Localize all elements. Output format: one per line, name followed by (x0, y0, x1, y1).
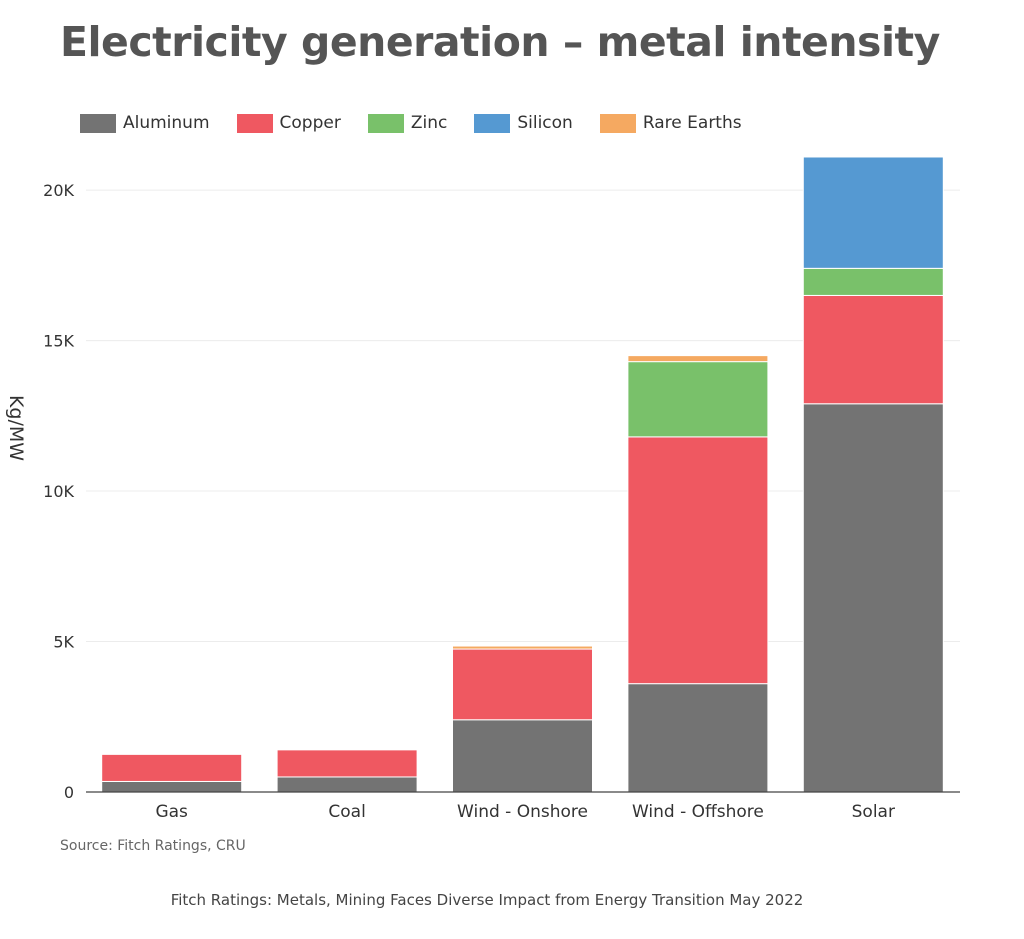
bar-segment (802, 403, 944, 793)
y-axis-title: Kg/MW (5, 395, 27, 461)
bar-segment (101, 753, 243, 782)
bar-segment (276, 749, 418, 778)
legend-label: Aluminum (123, 113, 210, 133)
footer-note: Fitch Ratings: Metals, Mining Faces Dive… (170, 891, 804, 909)
bar-segment (802, 267, 944, 296)
y-tick-label: 0 (64, 783, 74, 802)
legend-label: Copper (279, 113, 341, 133)
x-tick-label: Wind - Onshore (457, 802, 588, 822)
x-tick-label: Gas (155, 802, 188, 822)
legend-item: Zinc (367, 113, 448, 133)
legend-item: Rare Earths (599, 113, 742, 133)
bar-segment (802, 294, 944, 405)
bar-segment (276, 776, 418, 793)
y-tick-label: 5K (53, 633, 74, 652)
y-tick-label: 20K (43, 181, 74, 200)
x-tick-label: Solar (852, 802, 895, 822)
chart-title: Electricity generation – metal intensity (60, 18, 940, 66)
legend-label: Silicon (517, 113, 573, 133)
legend-swatch (80, 113, 116, 133)
bar-segment (627, 683, 769, 793)
y-tick-label: 10K (43, 482, 74, 501)
legend-swatch (367, 113, 404, 133)
legend-swatch (599, 113, 636, 133)
legend-swatch (236, 113, 273, 133)
legend: Aluminum Copper Zinc Silicon Rare Earths (80, 113, 769, 133)
legend-swatch (474, 113, 511, 133)
x-tick-label: Coal (328, 802, 365, 822)
x-tick-label: Wind - Offshore (632, 802, 764, 822)
bar-segment (452, 648, 593, 721)
bar-segment (452, 645, 593, 650)
legend-item: Aluminum (80, 113, 210, 133)
bar-segment (627, 355, 769, 363)
y-tick-label: 15K (43, 332, 74, 351)
source-note: Source: Fitch Ratings, CRU (60, 838, 246, 854)
bar-segment (627, 436, 769, 685)
legend-item: Silicon (474, 113, 573, 133)
legend-label: Rare Earths (642, 113, 742, 133)
legend-item: Copper (236, 113, 341, 133)
bar-segment (101, 780, 243, 793)
bar-segment (627, 361, 769, 438)
bar-segment (802, 156, 944, 269)
bar-segment (452, 719, 593, 793)
legend-label: Zinc (410, 113, 448, 133)
